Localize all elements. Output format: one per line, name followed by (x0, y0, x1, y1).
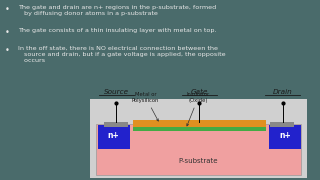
Text: Drain: Drain (273, 89, 292, 94)
Text: n+: n+ (108, 131, 119, 140)
Bar (269, 125, 301, 148)
Text: In the off state, there is NO electrical connection between the
   source and dr: In the off state, there is NO electrical… (18, 46, 225, 63)
Text: •: • (5, 46, 10, 55)
Text: The gate consists of a thin insulating layer with metal on top.: The gate consists of a thin insulating l… (18, 28, 216, 33)
Bar (270, 122, 294, 127)
Text: Insulator
(Oxide): Insulator (Oxide) (187, 92, 210, 126)
Text: Source: Source (104, 89, 129, 94)
Text: Gate: Gate (191, 89, 208, 94)
Text: •: • (5, 4, 10, 14)
Bar (90, 99, 307, 178)
Text: P-substrate: P-substrate (179, 158, 218, 164)
Text: •: • (5, 28, 10, 37)
Bar (133, 120, 266, 127)
Bar (98, 125, 130, 148)
Text: Metal or
Polysilicon: Metal or Polysilicon (132, 92, 159, 121)
Text: n+: n+ (279, 131, 291, 140)
Text: The gate and drain are n+ regions in the p-substrate, formed
   by diffusing don: The gate and drain are n+ regions in the… (18, 4, 216, 16)
Bar (104, 122, 128, 127)
Bar (133, 127, 266, 131)
Bar (96, 124, 301, 175)
